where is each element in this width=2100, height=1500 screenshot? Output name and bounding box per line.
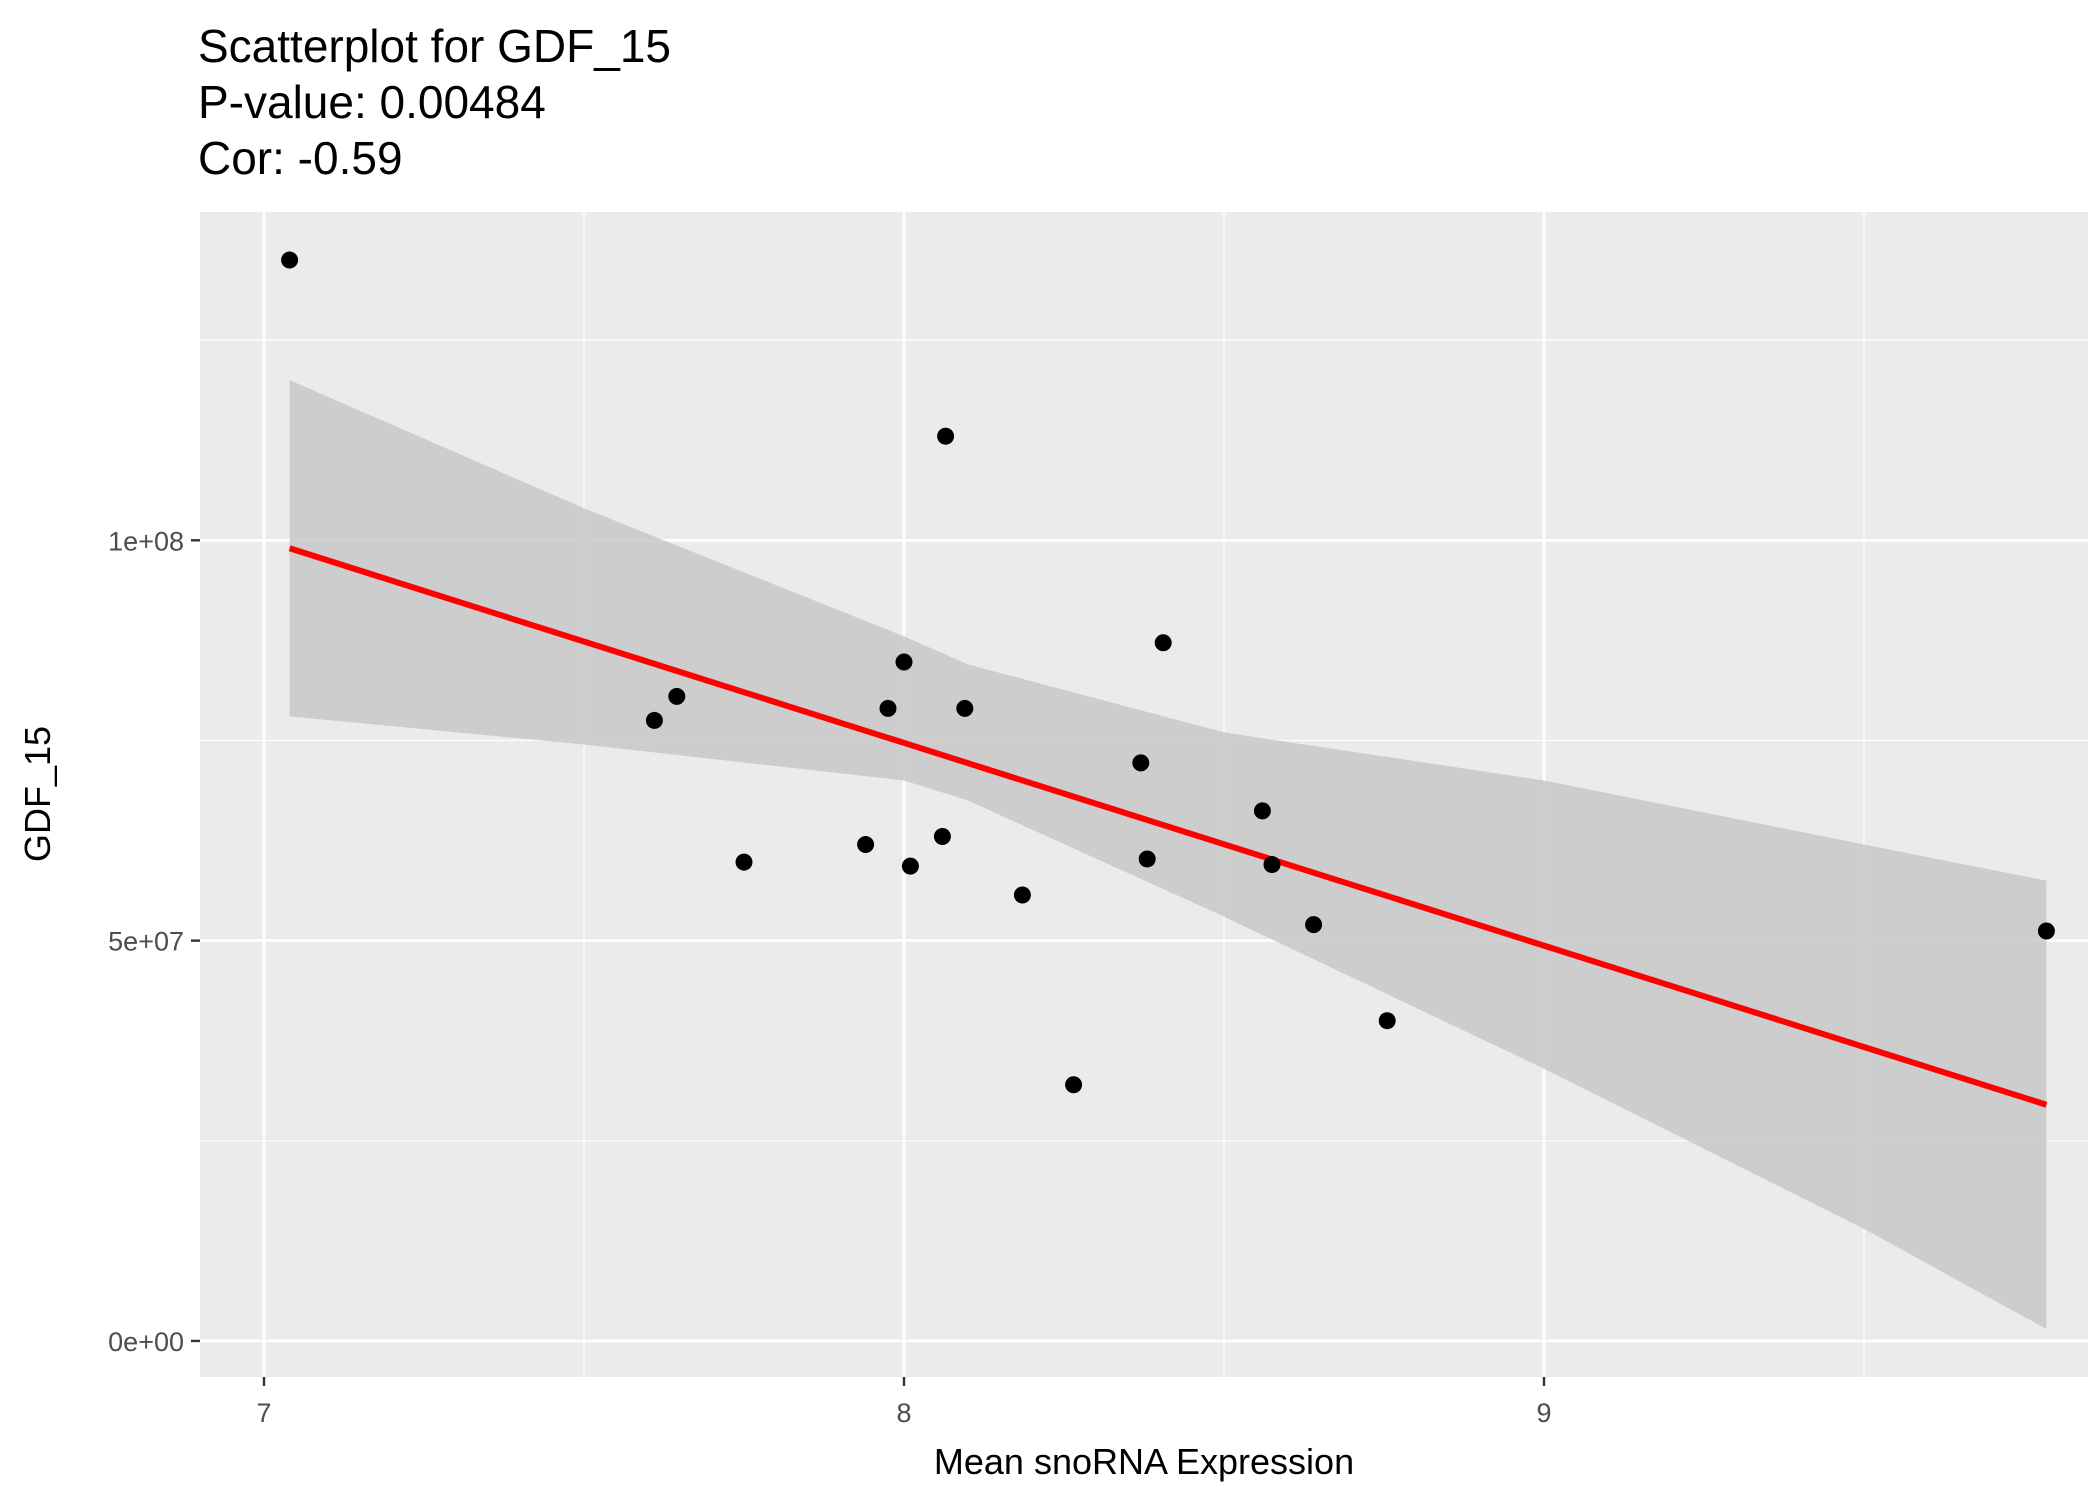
y-axis-title: GDF_15 bbox=[17, 726, 58, 862]
data-point bbox=[735, 853, 753, 871]
data-point bbox=[2037, 922, 2055, 940]
y-axis: 0e+00 5e+07 1e+08 bbox=[108, 526, 200, 1357]
data-point bbox=[1065, 1076, 1083, 1094]
y-tick-label: 5e+07 bbox=[108, 927, 184, 957]
x-tick-label: 7 bbox=[256, 1398, 271, 1428]
data-points bbox=[281, 251, 2055, 1094]
data-point bbox=[895, 653, 913, 671]
data-point bbox=[1154, 634, 1172, 652]
data-point bbox=[1253, 802, 1271, 820]
confidence-band bbox=[289, 380, 2047, 1330]
data-point bbox=[937, 427, 955, 445]
data-point bbox=[668, 687, 686, 705]
data-point bbox=[956, 699, 974, 717]
data-point bbox=[1132, 754, 1150, 772]
data-point bbox=[1013, 886, 1031, 904]
x-tick-label: 9 bbox=[1536, 1398, 1551, 1428]
data-point bbox=[1378, 1012, 1396, 1030]
data-point bbox=[1138, 850, 1156, 868]
x-axis-title: Mean snoRNA Expression bbox=[934, 1441, 1354, 1482]
data-point bbox=[645, 711, 663, 729]
data-point bbox=[933, 828, 951, 846]
chart-title-line-3: Cor: -0.59 bbox=[198, 132, 403, 184]
chart-title-line-1: Scatterplot for GDF_15 bbox=[198, 20, 671, 72]
chart-title-line-2: P-value: 0.00484 bbox=[198, 76, 546, 128]
y-tick-label: 1e+08 bbox=[108, 526, 184, 556]
data-point bbox=[857, 836, 875, 854]
data-point bbox=[1305, 916, 1323, 934]
x-tick-label: 8 bbox=[896, 1398, 911, 1428]
regression-line bbox=[288, 545, 2048, 1108]
data-point bbox=[879, 699, 897, 717]
data-point bbox=[281, 251, 299, 269]
data-point bbox=[901, 857, 919, 875]
x-axis: 7 8 9 bbox=[256, 1377, 1552, 1428]
chart-title: Scatterplot for GDF_15 P-value: 0.00484 … bbox=[198, 20, 671, 184]
data-point bbox=[1263, 856, 1281, 874]
y-tick-label: 0e+00 bbox=[108, 1327, 184, 1357]
